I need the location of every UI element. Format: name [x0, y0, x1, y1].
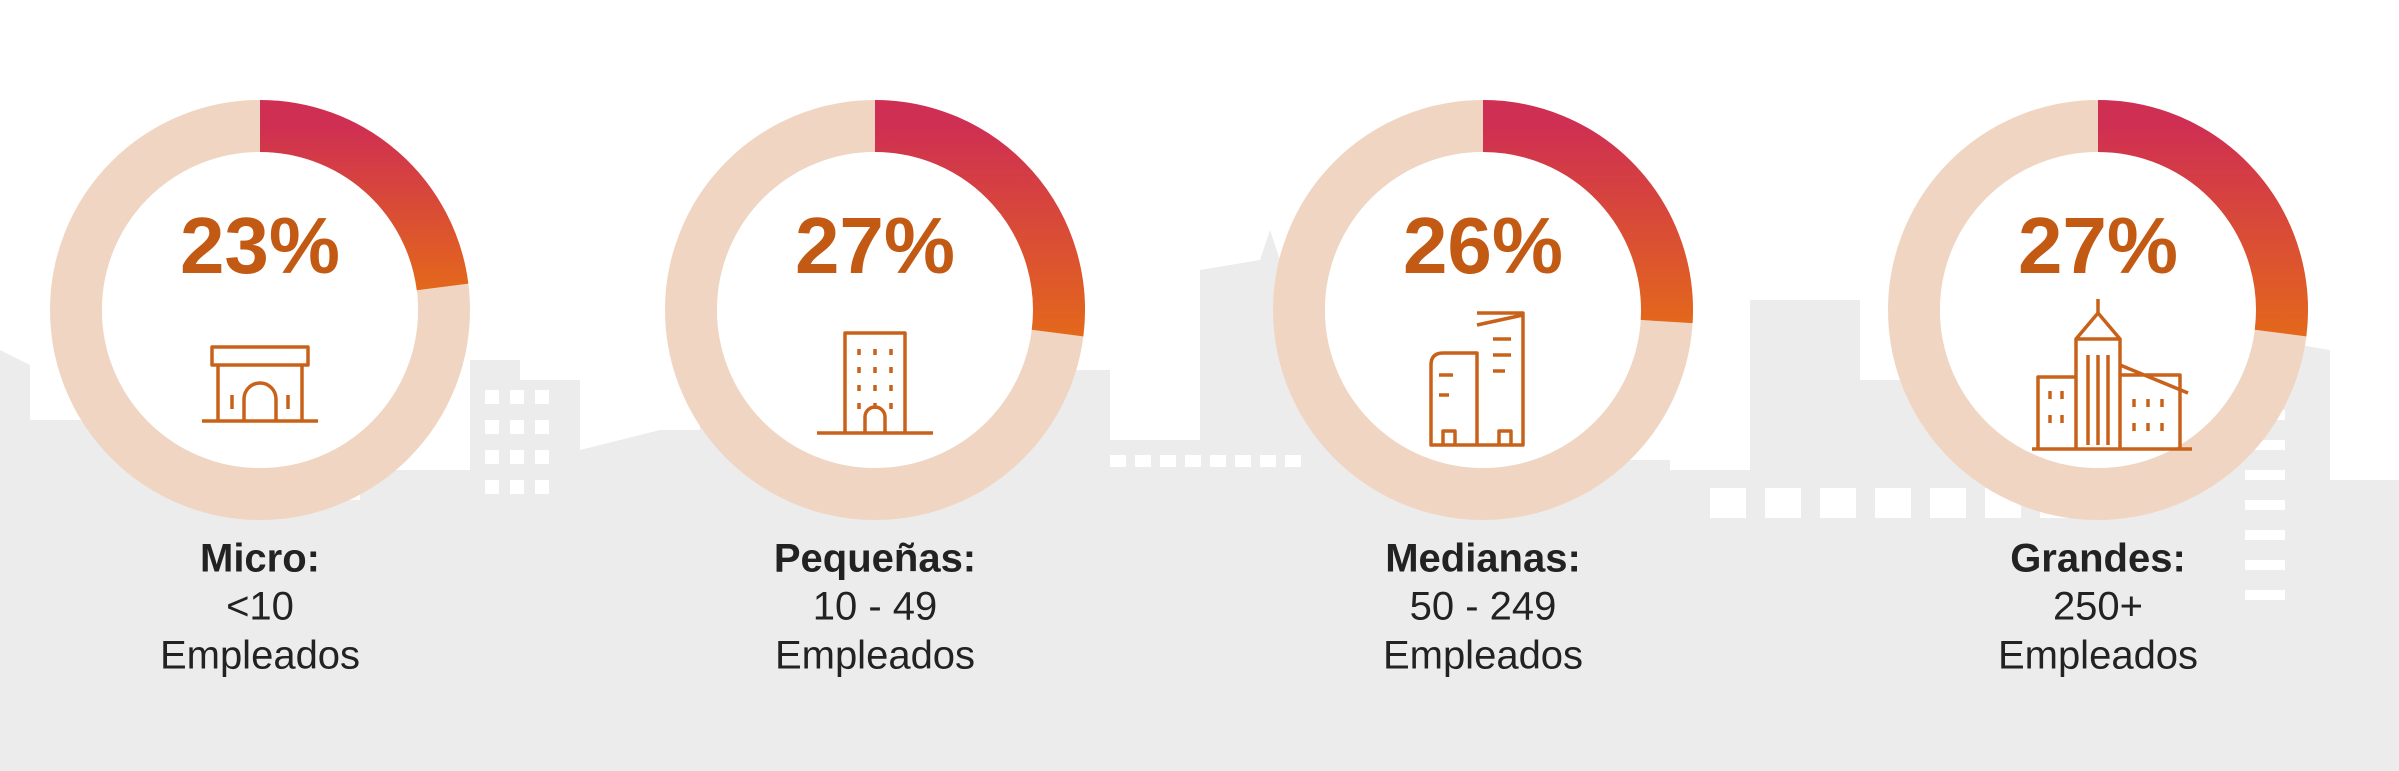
value-label: 23% — [180, 201, 340, 290]
donut-arc — [2097, 100, 2308, 337]
value-label: 27% — [795, 201, 955, 290]
donut-arc — [259, 100, 469, 291]
skyline — [0, 230, 2399, 771]
donut-hole — [1325, 152, 1641, 468]
category-title: Micro: — [200, 537, 320, 581]
category-title: Grandes: — [2010, 537, 2186, 581]
icon — [1429, 311, 1525, 447]
icon — [2032, 299, 2192, 451]
category-caption: 50 - 249 — [1410, 585, 1557, 629]
category-caption: <10 — [226, 585, 294, 629]
donut-arc — [1482, 100, 1693, 324]
value-label: 26% — [1403, 201, 1563, 290]
donut-hole — [102, 152, 418, 468]
value-label: 27% — [2018, 201, 2178, 290]
category-caption: Empleados — [1383, 634, 1583, 678]
category-caption: Empleados — [160, 634, 360, 678]
category-caption: Empleados — [775, 634, 975, 678]
icon — [817, 331, 933, 435]
category-caption: 10 - 49 — [813, 585, 938, 629]
category-title: Pequeñas: — [774, 537, 976, 581]
icon — [202, 345, 318, 423]
donut-arc — [874, 100, 1085, 337]
category-caption: 250+ — [2053, 585, 2143, 629]
category-title: Medianas: — [1385, 537, 1581, 581]
category-caption: Empleados — [1998, 634, 2198, 678]
donut-hole — [717, 152, 1033, 468]
